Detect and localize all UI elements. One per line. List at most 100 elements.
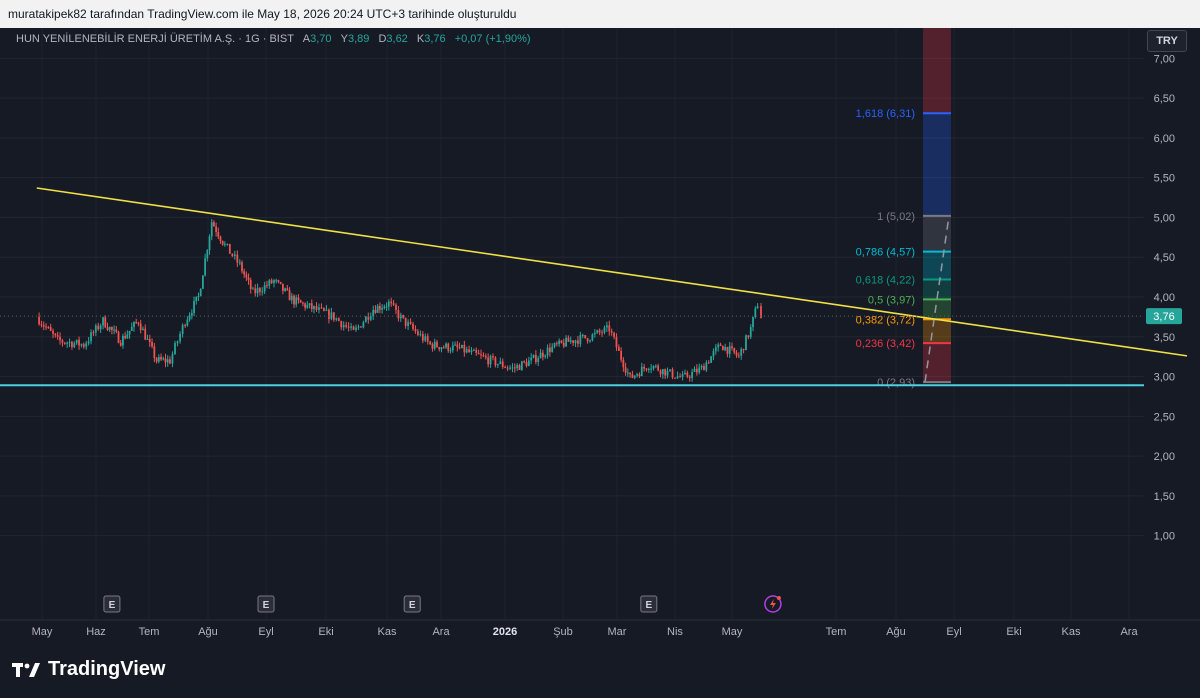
time-axis[interactable]: May Haz Tem Ağu Eyl Eki Kas Ara 2026 Şub Mar Nis May…	[0, 619, 1200, 638]
candle-body	[186, 319, 189, 326]
candle-body	[509, 367, 511, 369]
candle-body	[42, 324, 45, 327]
chart-frame[interactable]	[0, 28, 1200, 643]
earnings-marker-icon[interactable]: E	[403, 595, 421, 613]
candle-body	[387, 301, 390, 307]
candle-body	[404, 317, 407, 326]
candle-body	[454, 344, 456, 346]
candle-body	[472, 349, 475, 351]
candle-body	[92, 332, 95, 334]
fib-zone	[923, 319, 951, 344]
fib-level-label: 1,618 (6,31)	[856, 108, 915, 120]
candle-body	[318, 307, 320, 310]
price-tick-label: 4,00	[1154, 292, 1175, 304]
candle-body	[190, 312, 193, 316]
candle-body	[233, 254, 236, 257]
candle-body	[424, 336, 427, 341]
candle-body	[480, 354, 482, 356]
earnings-marker-icon[interactable]: E	[103, 595, 121, 613]
candle-body	[676, 376, 679, 379]
candle-body	[254, 288, 257, 294]
candle-body	[737, 355, 740, 357]
candle-body	[308, 303, 311, 306]
candle-body	[213, 222, 215, 227]
candle-body	[142, 328, 144, 331]
candle-body	[208, 236, 211, 251]
lightning-icon[interactable]	[764, 595, 782, 613]
candle-body	[323, 308, 325, 311]
candle-body	[104, 317, 107, 328]
candle-body	[684, 372, 686, 375]
candle-body	[61, 340, 64, 343]
candle-body	[541, 352, 544, 357]
candle-body	[574, 340, 577, 344]
candle-body	[703, 366, 705, 371]
candle-body	[379, 305, 381, 310]
price-axis[interactable]: 7,00 6,50 6,00 5,50 5,00 4,50 4,00 3,50 3,00 2,50…	[1146, 53, 1182, 543]
earnings-marker-box	[257, 595, 275, 613]
candle-body	[640, 366, 643, 377]
candle-body	[558, 340, 561, 345]
candle-body	[581, 335, 584, 337]
candle-body	[610, 331, 613, 333]
candle-body	[243, 271, 246, 275]
candle-body	[705, 362, 708, 371]
candle-body	[202, 275, 204, 289]
candle-body	[139, 323, 142, 331]
symbol-name[interactable]: HUN YENİLENEBİLİR ENERJİ ÜRETİM A.Ş. · 1…	[16, 33, 294, 45]
candle-body	[342, 325, 345, 328]
candle-body	[279, 281, 282, 284]
high-value: 3,89	[347, 33, 370, 45]
created-by-text: muratakipek82 tarafından TradingView.com…	[8, 7, 517, 21]
candle-body	[652, 366, 655, 369]
candle-body	[169, 359, 171, 364]
candle-body	[297, 297, 300, 301]
candle-body	[756, 306, 759, 309]
candle-body	[638, 374, 641, 377]
candle-body	[188, 315, 191, 320]
candle-body	[128, 330, 131, 335]
footer	[0, 643, 1200, 698]
candle-body	[569, 340, 572, 342]
descending-trendline[interactable]	[36, 187, 1188, 357]
candle-body	[487, 357, 490, 365]
currency-button[interactable]: TRY	[1147, 30, 1187, 52]
earnings-marker-icon[interactable]: E	[640, 595, 658, 613]
candle-body	[350, 326, 352, 328]
candle-body	[304, 303, 307, 308]
candle-body	[731, 346, 733, 348]
candle-body	[754, 308, 757, 318]
candle-body	[181, 325, 184, 334]
candle-body	[277, 280, 280, 282]
candle-body	[256, 288, 259, 294]
earnings-marker-icon[interactable]: E	[257, 595, 275, 613]
candle-body	[650, 368, 653, 370]
candle-body	[221, 240, 224, 245]
candle-body	[710, 356, 712, 363]
candle-body	[75, 339, 78, 344]
candle-body	[176, 341, 179, 344]
candle-body	[206, 250, 209, 259]
earnings-marker-box	[640, 595, 658, 613]
candle-body	[417, 331, 419, 335]
brand-logo[interactable]: TradingView	[12, 658, 165, 681]
last-price-badge	[1146, 308, 1182, 325]
price-chart[interactable]: 2,618 (8,40)1,618 (6,31)1 (5,02)0,786 (4…	[0, 28, 1200, 643]
candle-body	[728, 346, 731, 354]
candle-body	[593, 332, 596, 335]
candle-body	[275, 280, 278, 282]
fibonacci-extension[interactable]: 2,618 (8,40)1,618 (6,31)1 (5,02)0,786 (4…	[856, 28, 951, 389]
candle-body	[562, 342, 565, 347]
candle-body	[78, 339, 80, 346]
candle-body	[113, 329, 116, 331]
candle-body	[247, 277, 250, 281]
candle-body	[584, 335, 587, 339]
candle-body	[174, 343, 176, 355]
candle-body	[456, 344, 459, 348]
candle-body	[362, 322, 365, 328]
candle-body	[261, 291, 264, 293]
close-value: 3,76	[424, 33, 446, 45]
candle-body	[742, 348, 745, 351]
drawings[interactable]	[0, 187, 1188, 387]
